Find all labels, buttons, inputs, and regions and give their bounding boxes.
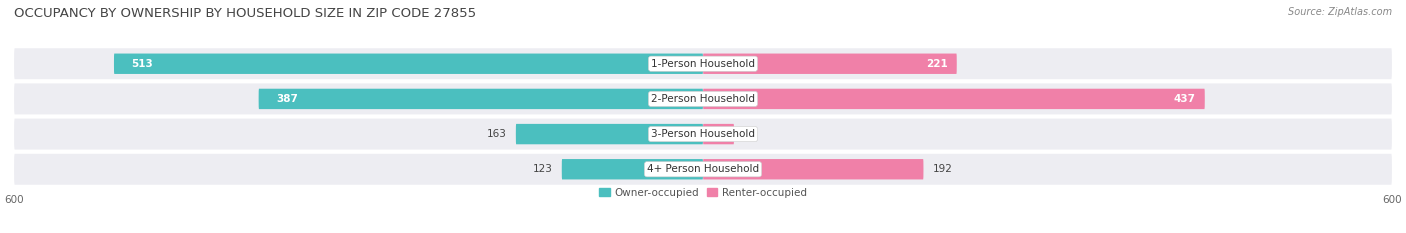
- Text: 437: 437: [1174, 94, 1195, 104]
- FancyBboxPatch shape: [562, 159, 703, 179]
- Legend: Owner-occupied, Renter-occupied: Owner-occupied, Renter-occupied: [599, 188, 807, 198]
- Text: 192: 192: [932, 164, 952, 174]
- FancyBboxPatch shape: [703, 124, 734, 144]
- Text: 221: 221: [925, 59, 948, 69]
- Text: Source: ZipAtlas.com: Source: ZipAtlas.com: [1288, 7, 1392, 17]
- FancyBboxPatch shape: [14, 48, 1392, 79]
- Text: 4+ Person Household: 4+ Person Household: [647, 164, 759, 174]
- Text: 163: 163: [486, 129, 506, 139]
- Text: 3-Person Household: 3-Person Household: [651, 129, 755, 139]
- Text: 27: 27: [744, 129, 756, 139]
- FancyBboxPatch shape: [703, 54, 956, 74]
- FancyBboxPatch shape: [703, 89, 1205, 109]
- Text: OCCUPANCY BY OWNERSHIP BY HOUSEHOLD SIZE IN ZIP CODE 27855: OCCUPANCY BY OWNERSHIP BY HOUSEHOLD SIZE…: [14, 7, 477, 20]
- Text: 2-Person Household: 2-Person Household: [651, 94, 755, 104]
- FancyBboxPatch shape: [14, 83, 1392, 114]
- FancyBboxPatch shape: [114, 54, 703, 74]
- Text: 123: 123: [533, 164, 553, 174]
- FancyBboxPatch shape: [259, 89, 703, 109]
- Text: 513: 513: [131, 59, 153, 69]
- Text: 387: 387: [276, 94, 298, 104]
- Text: 1-Person Household: 1-Person Household: [651, 59, 755, 69]
- FancyBboxPatch shape: [516, 124, 703, 144]
- FancyBboxPatch shape: [14, 119, 1392, 150]
- FancyBboxPatch shape: [703, 159, 924, 179]
- FancyBboxPatch shape: [14, 154, 1392, 185]
